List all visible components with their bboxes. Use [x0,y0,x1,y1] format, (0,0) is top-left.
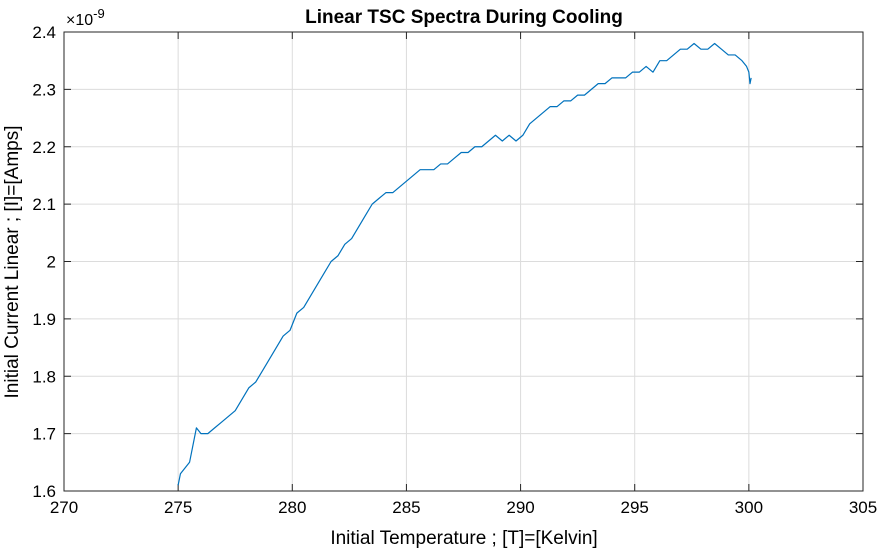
x-tick-label: 275 [164,498,192,517]
y-tick-label: 1.8 [32,367,56,386]
y-tick-label: 2 [47,253,56,272]
x-tick-label: 290 [506,498,534,517]
x-tick-label: 300 [735,498,763,517]
x-tick-label: 305 [849,498,877,517]
y-tick-label: 1.6 [32,482,56,501]
y-tick-label: 2.3 [32,80,56,99]
x-axis-label: Initial Temperature ; [T]=[Kelvin] [330,528,597,549]
chart-title: Linear TSC Spectra During Cooling [305,7,623,28]
y-axis-exponent-base: ×10 [66,12,93,29]
x-tick-label: 295 [621,498,649,517]
y-tick-label: 2.1 [32,195,56,214]
grid-lines [63,31,864,492]
y-tick-label: 2.4 [32,23,56,42]
x-tick-label: 285 [392,498,420,517]
x-tick-label: 280 [278,498,306,517]
y-axis-label: Initial Current Linear ; [I]=[Amps] [2,126,23,399]
y-tick-labels: 1.6 1.7 1.8 1.9 2 2.1 2.2 2.3 2.4 [32,23,56,501]
x-tick-label: 270 [50,498,78,517]
y-tick-label: 1.9 [32,310,56,329]
y-tick-label: 2.2 [32,138,56,157]
data-series-line [177,42,752,486]
y-axis-exponent-power: -9 [93,6,105,21]
tick-marks [63,31,864,492]
y-axis-exponent: ×10-9 [66,6,105,29]
x-tick-labels: 270 275 280 285 290 295 300 305 [50,498,877,517]
y-tick-label: 1.7 [32,425,56,444]
